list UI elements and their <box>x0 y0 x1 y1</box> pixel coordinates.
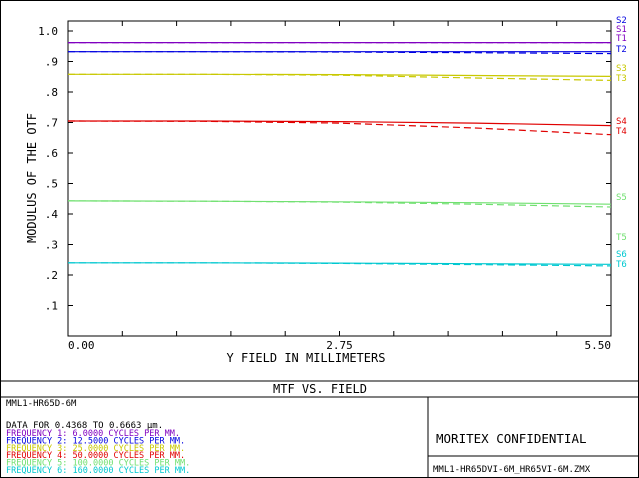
frequency-line: FREQUENCY 3: 25.0000 CYCLES PER MM. <box>6 444 185 454</box>
series-lines <box>67 41 612 267</box>
series-line-t5 <box>67 200 612 208</box>
y-tick-label: .1 <box>45 300 58 313</box>
x-tick-labels: 0.00 2.75 5.50 <box>68 339 611 352</box>
legend-label: T4 <box>616 127 627 137</box>
y-tick-label: .4 <box>45 208 59 221</box>
legend-label: T6 <box>616 260 627 270</box>
legend-label: S2 <box>616 16 627 26</box>
x-tick-label: 5.50 <box>585 339 612 352</box>
x-tick-label: 0.00 <box>68 339 95 352</box>
y-axis-label: MODULUS OF THE OTF <box>25 113 39 243</box>
y-tick-label: .2 <box>45 269 58 282</box>
legend-label: T1 <box>616 34 627 44</box>
x-axis-label: Y FIELD IN MILLIMETERS <box>227 351 386 365</box>
legend-label: S1 <box>616 25 627 35</box>
chart-title: MTF VS. FIELD <box>273 382 367 396</box>
legend-label: S4 <box>616 117 627 127</box>
confidential-label: MORITEX CONFIDENTIAL <box>436 431 587 446</box>
data-wavelength-line: DATA FOR 0.4368 TO 0.6663 µm. <box>6 421 163 431</box>
frequency-list: FREQUENCY 1: 6.0000 CYCLES PER MM.FREQUE… <box>6 429 190 476</box>
y-tick-label: 1.0 <box>38 25 58 38</box>
x-tick-label: 2.75 <box>326 339 353 352</box>
legend-label: S5 <box>616 193 627 203</box>
frequency-line: FREQUENCY 4: 50.0000 CYCLES PER MM. <box>6 451 185 461</box>
series-line-t6 <box>68 262 612 267</box>
legend-label: S6 <box>616 250 627 260</box>
y-tick-label: .3 <box>45 239 58 252</box>
axis-ticks <box>67 21 612 337</box>
y-tick-label: .7 <box>45 117 58 130</box>
series-line-t3 <box>68 73 612 81</box>
frequency-line: FREQUENCY 1: 6.0000 CYCLES PER MM. <box>6 429 180 439</box>
y-tick-label: .8 <box>45 86 58 99</box>
frequency-line: FREQUENCY 6: 160.0000 CYCLES PER MM. <box>6 466 190 476</box>
y-tick-label: .5 <box>45 178 58 191</box>
filename-label: MML1-HR65DVI-6M_HR65VI-6M.ZMX <box>433 465 591 475</box>
legend-label: S3 <box>616 64 627 74</box>
legend-label: T2 <box>616 45 627 55</box>
frequency-line: FREQUENCY 5: 100.0000 CYCLES PER MM. <box>6 459 190 469</box>
series-line-t2 <box>68 51 612 55</box>
legend-label: T3 <box>616 74 627 84</box>
y-tick-label: .6 <box>45 147 58 160</box>
frequency-line: FREQUENCY 2: 12.5000 CYCLES PER MM. <box>6 436 185 446</box>
y-tick-label: .9 <box>45 56 58 69</box>
plot-frame <box>67 20 612 337</box>
y-tick-labels: 1.0 .9 .8 .7 .6 .5 .4 .3 .2 .1 <box>38 25 58 313</box>
series-line-t4 <box>67 120 612 136</box>
legend-label: T5 <box>616 233 627 243</box>
lens-name: MML1-HR65D-6M <box>6 399 77 409</box>
